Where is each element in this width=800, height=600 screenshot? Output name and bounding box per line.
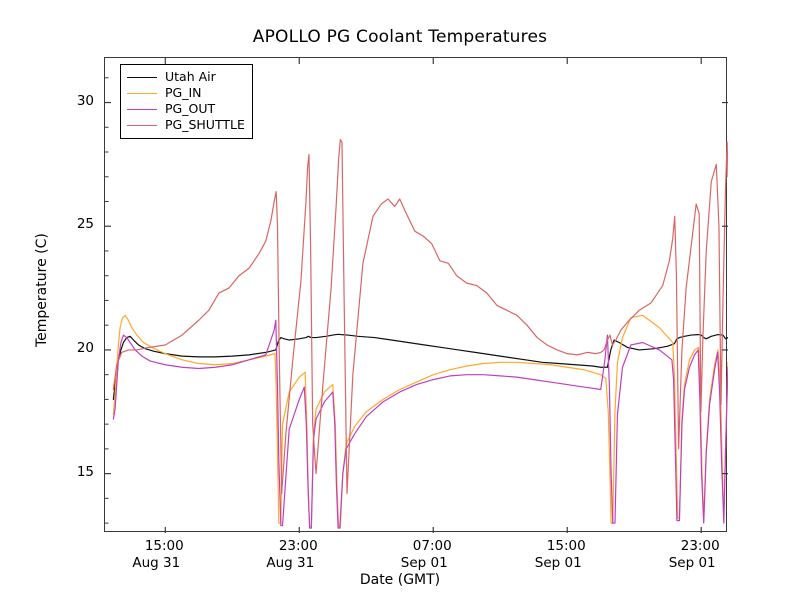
x-tick-label-time: 15:00 [144, 538, 184, 554]
y-tick-label: 30 [76, 92, 94, 109]
x-tick-label-time: 15:00 [546, 538, 586, 554]
x-tick-label-date: Sep 01 [534, 555, 582, 571]
legend-line-icon [127, 124, 157, 126]
y-axis-label: Temperature (C) [34, 232, 50, 347]
series-lines [112, 139, 728, 529]
plot-area [104, 57, 728, 533]
x-axis-label: Date (GMT) [359, 572, 441, 588]
legend-line-icon [127, 92, 157, 94]
series-line [112, 314, 728, 529]
x-tick-label-time: 07:00 [412, 538, 452, 554]
legend-line-icon [127, 108, 157, 110]
series-line [112, 139, 728, 495]
x-tick-label-date: Aug 31 [132, 555, 181, 571]
x-tick-label-date: Sep 01 [668, 555, 716, 571]
legend-line-icon [127, 76, 157, 78]
legend-label: Utah Air [165, 69, 216, 84]
x-tick-label-time: 23:00 [680, 538, 720, 554]
chart-title: APOLLO PG Coolant Temperatures [252, 27, 548, 47]
x-tick-label-date: Aug 31 [266, 555, 315, 571]
legend-item[interactable]: PG_SHUTTLE [127, 117, 245, 133]
y-tick-label: 25 [76, 216, 94, 233]
x-axis-ticks [164, 58, 702, 533]
plot-svg [105, 58, 728, 533]
legend-item[interactable]: PG_OUT [127, 101, 245, 117]
x-tick-label-date: Sep 01 [400, 555, 448, 571]
legend-label: PG_OUT [165, 101, 216, 116]
legend-item[interactable]: Utah Air [127, 69, 245, 85]
legend-item[interactable]: PG_IN [127, 85, 245, 101]
x-tick-label-time: 23:00 [278, 538, 318, 554]
chart-legend: Utah Air PG_IN PG_OUT PG_SHUTTLE [120, 64, 253, 139]
series-line [112, 319, 728, 529]
legend-label: PG_SHUTTLE [165, 117, 245, 132]
y-tick-label: 20 [76, 339, 94, 356]
legend-label: PG_IN [165, 85, 202, 100]
y-axis-ticks [105, 77, 728, 524]
y-tick-label: 15 [76, 463, 94, 480]
